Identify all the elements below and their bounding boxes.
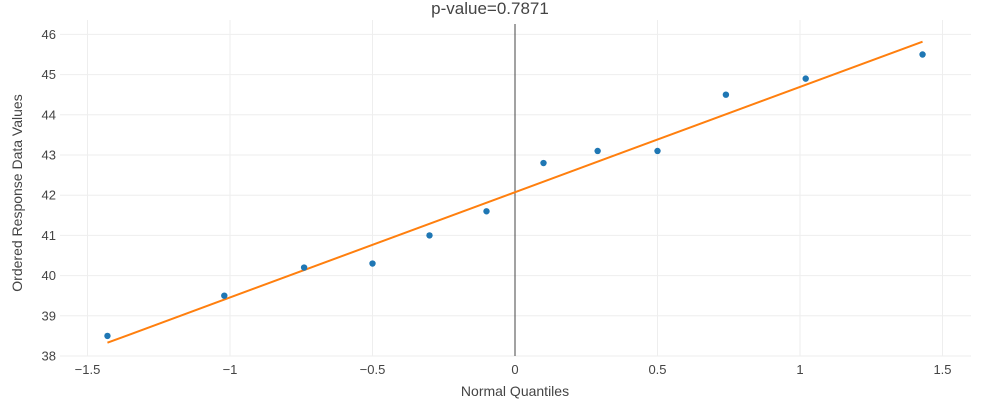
data-point (483, 208, 490, 215)
data-point (654, 147, 661, 155)
chart-title: p-value=0.7871 (431, 0, 549, 18)
y-tick-label: 40 (42, 268, 56, 283)
x-tick-label: 0 (511, 362, 518, 377)
data-point (540, 159, 547, 167)
x-tick-label: 1 (796, 362, 803, 377)
data-point (300, 264, 308, 271)
y-tick-label: 44 (42, 107, 56, 122)
x-tick-label: 0.5 (648, 362, 666, 377)
axis-layer: −1.5 −1 −0.5 0 0.5 1 1.5 38 39 40 41 42 43 44 45 46 (42, 27, 952, 377)
x-tick-label: −1.5 (75, 362, 101, 377)
x-tick-label: −0.5 (360, 362, 386, 377)
y-axis-title: Ordered Response Data Values (9, 94, 25, 291)
y-tick-label: 39 (42, 308, 56, 323)
y-tick-label: 45 (42, 67, 56, 82)
y-tick-label: 43 (42, 148, 56, 163)
data-point (722, 91, 730, 98)
y-tick-label: 41 (42, 228, 56, 243)
fit-line (107, 40, 923, 344)
x-tick-label: 1.5 (933, 362, 951, 377)
x-tick-label: −1 (223, 362, 238, 377)
data-point (594, 147, 601, 155)
data-point (802, 75, 809, 82)
data-point (369, 260, 376, 267)
data-point (426, 232, 433, 239)
y-tick-label: 38 (42, 349, 56, 364)
data-point (919, 51, 926, 58)
data-point (221, 292, 228, 299)
data-point (104, 332, 111, 340)
y-tick-label: 46 (42, 27, 56, 42)
y-tick-label: 42 (42, 188, 56, 203)
x-axis-title: Normal Quantiles (461, 383, 569, 399)
series-layer (104, 40, 926, 344)
